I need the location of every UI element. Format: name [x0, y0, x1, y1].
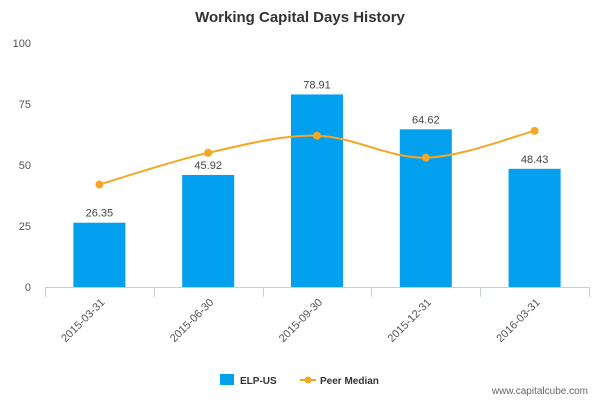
y-tick-label: 50	[19, 160, 31, 172]
bar	[291, 94, 343, 288]
bar	[399, 129, 452, 287]
bar-data-label: 64.62	[412, 114, 440, 126]
peer-median-series	[95, 126, 539, 189]
peer-median-marker	[421, 153, 430, 162]
bar	[508, 168, 561, 287]
x-category-label: 2015-06-30	[168, 297, 216, 345]
credit-text: www.capitalcube.com	[491, 386, 588, 397]
legend-label-elp-us: ELP-US	[240, 376, 277, 387]
legend-marker-peer-median	[304, 376, 312, 384]
peer-median-marker	[530, 126, 539, 135]
y-tick-label: 100	[13, 38, 31, 50]
y-tick-label: 75	[19, 99, 31, 111]
chart-title: Working Capital Days History	[195, 9, 405, 26]
legend: ELP-US Peer Median	[220, 374, 379, 387]
bar-data-label: 48.43	[521, 154, 549, 166]
x-category-label: 2016-03-31	[494, 297, 542, 345]
bar-data-label: 78.91	[303, 79, 331, 91]
peer-median-marker	[204, 148, 213, 157]
peer-median-marker	[95, 180, 104, 189]
legend-swatch-elp-us	[220, 374, 234, 385]
bar-data-label: 26.35	[86, 208, 114, 220]
bar	[182, 174, 235, 287]
bar-series: 26.35 45.92 78.91 64.62 48.43	[73, 79, 561, 288]
x-category-label: 2015-03-31	[59, 297, 107, 345]
bar-data-label: 45.92	[194, 160, 222, 172]
y-tick-label: 0	[25, 282, 31, 294]
legend-label-peer-median: Peer Median	[320, 376, 379, 387]
x-category-label: 2015-09-30	[277, 297, 325, 345]
bar	[73, 222, 126, 287]
y-axis: 0 25 50 75 100	[13, 38, 31, 294]
peer-median-marker	[313, 131, 321, 140]
x-axis: 2015-03-31 2015-06-30 2015-09-30 2015-12-31…	[45, 287, 590, 345]
y-tick-label: 25	[19, 221, 31, 233]
x-category-label: 2015-12-31	[386, 297, 434, 345]
